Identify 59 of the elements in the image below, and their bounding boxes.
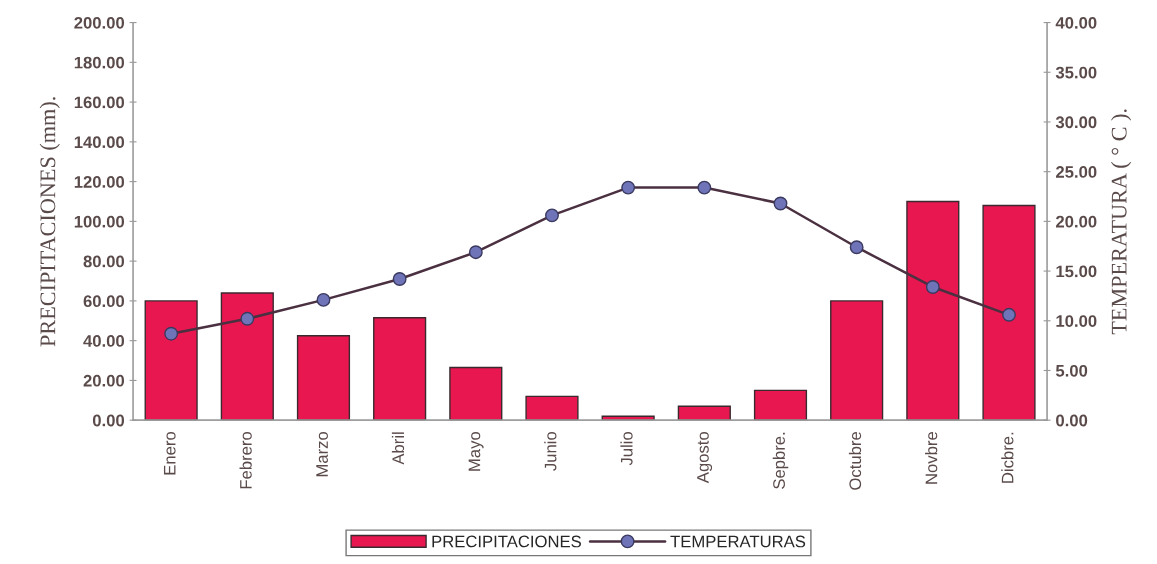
point [164, 326, 179, 341]
legend-label: PRECIPITACIONES [432, 535, 581, 548]
bar [144, 300, 198, 421]
y2-tick-label: 40.00 [1055, 16, 1097, 29]
point [773, 196, 788, 211]
y2-tick-label: 5.00 [1055, 364, 1088, 377]
y2-axis-title: TEMPERATURA ( ° C ). [1111, 109, 1132, 335]
bar [753, 389, 808, 421]
x-tick-label: Agosto [697, 431, 713, 484]
y2-tick-label: 25.00 [1056, 166, 1097, 178]
y2-tick-label: 15.00 [1056, 265, 1097, 278]
bar [296, 334, 351, 421]
x-tick-label: Enero [163, 431, 176, 475]
legend-label: TEMPERATURAS [670, 535, 806, 548]
y2-tick-label: 10.00 [1056, 315, 1097, 327]
bar [830, 300, 884, 421]
y-tick-label: 0.00 [92, 414, 125, 427]
point [240, 311, 255, 326]
point [621, 180, 636, 195]
y-tick-label: 200.00 [74, 16, 125, 29]
point [392, 272, 407, 286]
point [849, 240, 864, 255]
y-tick-label: 120.00 [74, 176, 125, 188]
x-tick-label: Dicbre. [1001, 432, 1014, 483]
point [1002, 307, 1016, 322]
y2-tick-label: 0.00 [1056, 414, 1088, 427]
x-tick-label: Julio [620, 431, 633, 466]
x-tick-label: Novbre [925, 432, 938, 484]
bar [906, 200, 960, 421]
x-tick-label: Febrero [239, 431, 252, 489]
bar [677, 405, 731, 421]
point [545, 208, 559, 223]
bar [449, 366, 503, 421]
bar [525, 395, 579, 421]
y-tick-label: 20.00 [83, 374, 125, 387]
y-tick-label: 180.00 [74, 56, 125, 69]
point [468, 245, 483, 260]
y-tick-label: 140.00 [74, 136, 125, 149]
y-tick-label: 80.00 [83, 255, 125, 268]
bar [373, 317, 427, 421]
x-tick-label: Junio [544, 431, 557, 471]
x-tick-label: Mayo [468, 431, 484, 471]
point [316, 292, 331, 307]
y-tick-label: 40.00 [83, 335, 125, 347]
x-tick-label: Marzo [316, 431, 328, 477]
y2-tick-label: 35.00 [1055, 66, 1097, 79]
y-tick-label: 160.00 [74, 96, 125, 109]
bar [220, 292, 274, 421]
x-tick-label: Abril [391, 432, 405, 465]
x-tick-label: Sepbre. [772, 432, 789, 489]
y-axis-title: PRECIPITACIONES (mm). [39, 97, 60, 347]
y-tick-label: 60.00 [83, 295, 125, 308]
y2-tick-label: 20.00 [1056, 215, 1097, 228]
point [925, 280, 940, 294]
y-tick-label: 100.00 [74, 215, 125, 228]
point [697, 180, 712, 195]
y2-tick-label: 30.00 [1055, 116, 1097, 129]
x-tick-label: Octubre [848, 432, 862, 490]
bar [982, 204, 1036, 421]
